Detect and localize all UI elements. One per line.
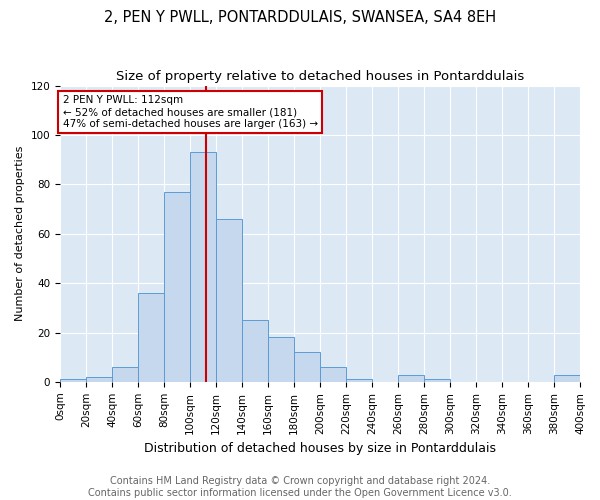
Bar — [112, 367, 138, 382]
Bar — [138, 293, 164, 382]
Bar — [424, 380, 450, 382]
Bar — [346, 380, 372, 382]
Bar — [60, 380, 86, 382]
Bar — [294, 352, 320, 382]
Text: 2 PEN Y PWLL: 112sqm
← 52% of detached houses are smaller (181)
47% of semi-deta: 2 PEN Y PWLL: 112sqm ← 52% of detached h… — [62, 96, 318, 128]
Text: 2, PEN Y PWLL, PONTARDDULAIS, SWANSEA, SA4 8EH: 2, PEN Y PWLL, PONTARDDULAIS, SWANSEA, S… — [104, 10, 496, 25]
Title: Size of property relative to detached houses in Pontarddulais: Size of property relative to detached ho… — [116, 70, 524, 83]
Bar — [86, 377, 112, 382]
Y-axis label: Number of detached properties: Number of detached properties — [15, 146, 25, 322]
Bar — [190, 152, 216, 382]
Bar — [398, 374, 424, 382]
X-axis label: Distribution of detached houses by size in Pontarddulais: Distribution of detached houses by size … — [144, 442, 496, 455]
Bar — [242, 320, 268, 382]
Bar — [216, 219, 242, 382]
Bar — [164, 192, 190, 382]
Text: Contains HM Land Registry data © Crown copyright and database right 2024.
Contai: Contains HM Land Registry data © Crown c… — [88, 476, 512, 498]
Bar — [320, 367, 346, 382]
Bar — [554, 374, 580, 382]
Bar — [268, 338, 294, 382]
